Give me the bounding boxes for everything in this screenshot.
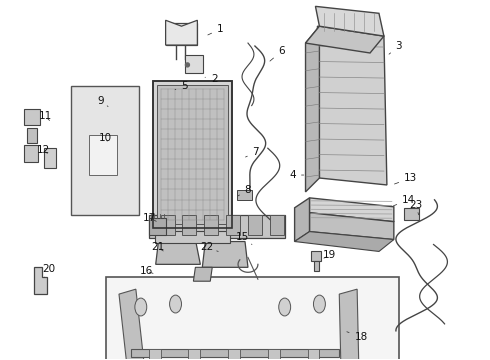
Polygon shape [161,215,174,235]
Polygon shape [228,349,240,360]
Bar [157,85,228,224]
Text: 9: 9 [98,96,108,107]
Polygon shape [182,215,196,235]
Text: 15: 15 [235,231,252,244]
Polygon shape [189,349,200,360]
Polygon shape [308,349,319,360]
Ellipse shape [170,295,181,313]
Polygon shape [226,215,240,235]
Text: 18: 18 [347,332,368,342]
Text: 7: 7 [245,147,259,157]
Polygon shape [24,145,38,162]
Text: 2: 2 [205,74,218,84]
Text: 19: 19 [323,251,336,260]
Polygon shape [310,213,394,239]
Polygon shape [149,218,166,235]
Polygon shape [149,349,161,360]
Text: 22: 22 [201,243,218,252]
Text: 16: 16 [140,266,153,276]
Bar [131,349,339,357]
Polygon shape [248,215,262,235]
Polygon shape [44,148,56,168]
Text: 5: 5 [175,81,188,91]
Text: 3: 3 [389,41,402,54]
Polygon shape [156,239,200,264]
Bar [106,277,399,360]
Ellipse shape [279,298,291,316]
Ellipse shape [314,295,325,313]
Text: 11: 11 [39,112,52,121]
Polygon shape [149,215,285,238]
Polygon shape [166,20,197,45]
Ellipse shape [135,298,147,316]
Text: 4: 4 [289,170,304,180]
Polygon shape [310,198,394,222]
Polygon shape [119,289,146,360]
Polygon shape [34,267,47,294]
Polygon shape [26,129,37,143]
Polygon shape [316,6,384,36]
Bar [185,55,203,73]
Text: 1: 1 [208,24,223,35]
Circle shape [185,63,190,67]
Bar [89,135,117,175]
Polygon shape [294,231,394,251]
Text: 21: 21 [151,243,164,252]
Text: 10: 10 [98,133,112,143]
Text: 20: 20 [42,264,55,277]
Polygon shape [306,26,384,53]
Text: 17: 17 [143,213,156,223]
Polygon shape [404,208,418,220]
Polygon shape [312,251,321,261]
Text: 14: 14 [393,195,416,206]
Polygon shape [24,109,40,125]
Polygon shape [339,289,359,360]
Polygon shape [268,349,280,360]
Polygon shape [202,242,248,267]
Polygon shape [153,81,232,228]
Polygon shape [72,86,139,215]
Polygon shape [237,190,252,200]
Polygon shape [194,267,212,281]
Polygon shape [318,26,387,185]
Polygon shape [306,26,319,192]
Text: 23: 23 [409,200,422,215]
Polygon shape [270,215,284,235]
Bar [166,23,197,45]
Text: 6: 6 [270,46,285,61]
Text: 12: 12 [37,145,50,155]
Text: 8: 8 [238,185,251,196]
Polygon shape [294,198,310,242]
Polygon shape [315,261,319,271]
Bar [155,231,230,243]
Polygon shape [204,215,218,235]
Text: 13: 13 [394,173,417,184]
